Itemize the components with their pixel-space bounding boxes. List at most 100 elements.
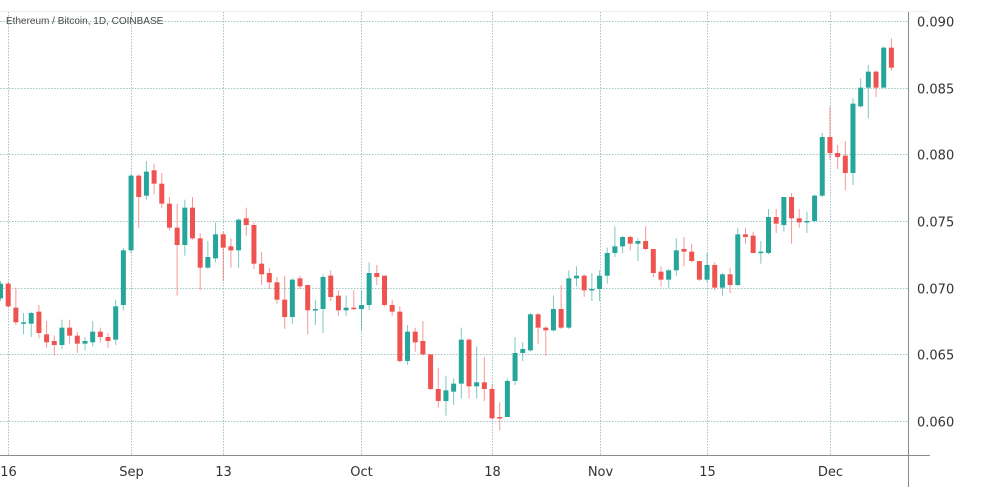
candle-body [643, 241, 649, 249]
candle-up [90, 321, 96, 347]
candle-down [197, 233, 203, 291]
candle-down [543, 326, 549, 356]
candle-body [259, 263, 265, 275]
candle-up [612, 226, 618, 257]
candle-body [527, 314, 533, 351]
price-axis[interactable]: 0.090 0.085 0.080 0.075 0.070 0.065 0.060 [917, 16, 954, 431]
candle-up [781, 197, 787, 232]
candle-down [727, 267, 733, 293]
candle-body [159, 183, 165, 204]
price-tick-label: 0.060 [917, 416, 954, 431]
candle-down [696, 261, 702, 281]
candle-up [804, 211, 810, 233]
candle-body [750, 235, 756, 253]
candle-body [520, 349, 526, 353]
candle-body [742, 234, 748, 237]
candle-down [689, 243, 695, 263]
candle-body [804, 221, 810, 223]
candle-up [550, 295, 556, 332]
candle-up [719, 273, 725, 296]
candle-up [520, 342, 526, 361]
candle-up [858, 78, 864, 108]
candle-down [259, 251, 265, 285]
time-axis[interactable]: 16 Sep 13 Oct 18 Nov 15 Dec [0, 465, 843, 480]
candle-body [566, 278, 572, 328]
candle-body [673, 250, 679, 271]
candle-body [712, 265, 718, 288]
candle-body [451, 383, 457, 392]
candle-down [489, 385, 495, 420]
candle-up [673, 238, 679, 276]
candle-body [335, 295, 341, 311]
candles [0, 38, 894, 431]
candle-body [735, 234, 741, 285]
candle-down [51, 335, 57, 356]
candle-up [182, 199, 188, 256]
candle-down [335, 290, 341, 316]
candle-body [67, 327, 73, 336]
chart-title: Ethereum / Bitcoin, 1D, COINBASE [6, 16, 164, 27]
candle-down [44, 321, 50, 348]
candle-body [489, 389, 495, 419]
candle-body [789, 197, 795, 219]
candle-down [220, 231, 226, 281]
candle-up [358, 290, 364, 331]
candle-down [190, 197, 195, 240]
candle-body [881, 47, 887, 88]
candle-down [97, 327, 103, 343]
candle-down [282, 275, 288, 329]
candle-down [151, 163, 157, 195]
candle-down [305, 285, 311, 335]
candle-body [888, 47, 894, 68]
candle-up [451, 378, 457, 405]
candle-down [888, 38, 894, 71]
candle-down [827, 106, 833, 160]
candle-body [689, 251, 695, 261]
candle-body [59, 327, 65, 345]
candle-body [174, 227, 180, 245]
candle-down [136, 174, 142, 228]
candle-body [865, 71, 871, 88]
candle-body [213, 234, 219, 259]
candle-body [704, 265, 710, 280]
candle-down [420, 321, 426, 356]
candle-body [650, 249, 656, 273]
candle-body [343, 307, 349, 311]
candle-down [266, 267, 272, 289]
candle-body [351, 307, 357, 310]
candle-body [466, 339, 472, 387]
candle-up [474, 346, 480, 399]
candle-body [497, 417, 503, 419]
time-tick-label: 13 [215, 465, 232, 480]
candle-down [481, 357, 487, 401]
candle-up [819, 133, 825, 197]
candle-down [627, 235, 633, 251]
candle-body [328, 275, 334, 297]
candle-body [620, 237, 626, 247]
candle-up [120, 247, 126, 311]
candle-down [374, 265, 380, 285]
candle-body [97, 331, 103, 337]
candle-body [658, 271, 664, 280]
candle-up [574, 266, 579, 287]
candle-body [0, 283, 3, 299]
candle-body [205, 257, 211, 268]
candle-body [558, 309, 564, 328]
price-tick-label: 0.065 [917, 349, 954, 364]
candle-up [766, 209, 771, 255]
candle-body [405, 331, 411, 361]
candle-down [650, 249, 656, 277]
candle-up [320, 274, 326, 333]
candle-up [312, 299, 318, 325]
candle-body [773, 217, 779, 224]
candle-up [366, 262, 372, 311]
candle-body [366, 273, 372, 305]
candle-body [873, 71, 879, 88]
candle-up [865, 65, 871, 119]
candle-down [643, 226, 649, 251]
candle-up [405, 325, 411, 365]
candle-down [67, 319, 73, 344]
candle-body [251, 225, 257, 264]
candle-body [197, 238, 203, 268]
